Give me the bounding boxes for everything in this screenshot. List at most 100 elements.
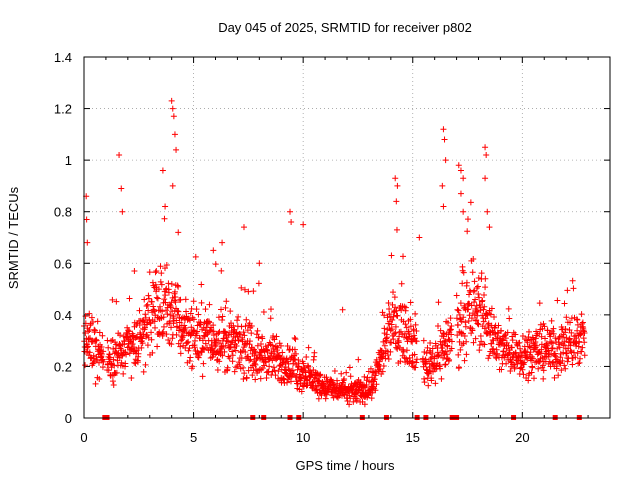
data-point bbox=[148, 298, 155, 305]
data-point bbox=[483, 151, 490, 158]
data-point bbox=[292, 336, 299, 343]
y-tick-label: 1.2 bbox=[54, 102, 72, 117]
data-point bbox=[406, 354, 413, 361]
data-point bbox=[347, 395, 354, 402]
data-point bbox=[301, 364, 308, 371]
data-point bbox=[233, 342, 240, 349]
data-point bbox=[261, 362, 268, 369]
x-tick-label: 10 bbox=[296, 430, 310, 445]
data-point bbox=[309, 384, 316, 391]
data-point bbox=[377, 365, 384, 372]
data-point bbox=[277, 356, 284, 363]
data-point bbox=[254, 327, 261, 334]
data-point bbox=[215, 314, 222, 321]
data-point bbox=[528, 353, 535, 360]
data-point bbox=[423, 350, 430, 357]
data-point bbox=[329, 379, 336, 386]
data-point bbox=[545, 347, 552, 354]
data-point bbox=[581, 352, 588, 359]
data-point bbox=[182, 324, 189, 331]
data-point bbox=[341, 375, 348, 382]
data-point bbox=[274, 344, 281, 351]
data-point bbox=[444, 319, 451, 326]
data-point bbox=[447, 315, 454, 322]
data-point bbox=[350, 398, 357, 405]
data-point bbox=[257, 375, 264, 382]
data-point bbox=[392, 329, 399, 336]
data-point bbox=[199, 337, 206, 344]
data-point bbox=[150, 303, 157, 310]
data-point bbox=[118, 359, 125, 366]
data-point bbox=[173, 146, 180, 153]
data-point bbox=[392, 323, 399, 330]
data-point bbox=[499, 336, 506, 343]
data-point bbox=[270, 364, 277, 371]
data-point bbox=[387, 327, 394, 334]
data-point bbox=[119, 208, 126, 215]
data-point bbox=[240, 329, 247, 336]
data-point bbox=[128, 374, 135, 381]
data-point bbox=[381, 342, 388, 349]
data-point bbox=[412, 321, 419, 328]
data-point bbox=[493, 346, 500, 353]
data-point bbox=[107, 354, 114, 361]
data-point bbox=[381, 312, 388, 319]
data-point bbox=[311, 349, 318, 356]
data-point bbox=[416, 234, 423, 241]
data-point bbox=[457, 346, 464, 353]
data-point bbox=[220, 335, 227, 342]
data-point bbox=[138, 344, 145, 351]
data-point bbox=[190, 316, 197, 323]
data-point bbox=[569, 277, 576, 284]
data-point bbox=[475, 275, 482, 282]
data-point bbox=[529, 355, 536, 362]
data-point bbox=[291, 356, 298, 363]
data-point bbox=[457, 167, 464, 174]
data-point bbox=[517, 345, 524, 352]
data-point bbox=[82, 362, 89, 369]
data-point bbox=[516, 339, 523, 346]
data-point bbox=[234, 317, 241, 324]
data-point bbox=[400, 348, 407, 355]
data-point bbox=[125, 327, 132, 334]
data-point bbox=[190, 298, 197, 305]
data-point bbox=[434, 349, 441, 356]
data-point bbox=[393, 226, 400, 233]
data-point bbox=[283, 355, 290, 362]
data-point bbox=[99, 332, 106, 339]
data-point bbox=[464, 228, 471, 235]
data-point bbox=[461, 332, 468, 339]
data-point bbox=[105, 367, 112, 374]
data-point bbox=[152, 269, 159, 276]
data-point bbox=[113, 298, 120, 305]
data-point bbox=[84, 343, 91, 350]
data-point bbox=[388, 326, 395, 333]
data-point bbox=[385, 356, 392, 363]
data-point bbox=[222, 304, 229, 311]
data-point bbox=[412, 364, 419, 371]
data-point bbox=[240, 224, 247, 231]
data-point bbox=[498, 366, 505, 373]
data-point bbox=[253, 331, 260, 338]
data-point bbox=[446, 356, 453, 363]
data-point bbox=[146, 269, 153, 276]
data-point bbox=[469, 327, 476, 334]
data-point bbox=[473, 285, 480, 292]
data-point bbox=[135, 350, 142, 357]
data-point bbox=[490, 345, 497, 352]
data-point bbox=[369, 389, 376, 396]
data-point bbox=[441, 337, 448, 344]
data-point bbox=[86, 310, 93, 317]
data-point bbox=[169, 335, 176, 342]
data-point bbox=[93, 336, 100, 343]
data-point bbox=[407, 316, 414, 323]
data-point bbox=[368, 395, 375, 402]
data-point bbox=[474, 283, 481, 290]
data-point bbox=[346, 401, 353, 408]
data-point bbox=[142, 324, 149, 331]
data-point bbox=[165, 280, 172, 287]
data-point bbox=[397, 328, 404, 335]
data-point bbox=[219, 317, 226, 324]
data-point bbox=[194, 328, 201, 335]
data-point bbox=[197, 321, 204, 328]
